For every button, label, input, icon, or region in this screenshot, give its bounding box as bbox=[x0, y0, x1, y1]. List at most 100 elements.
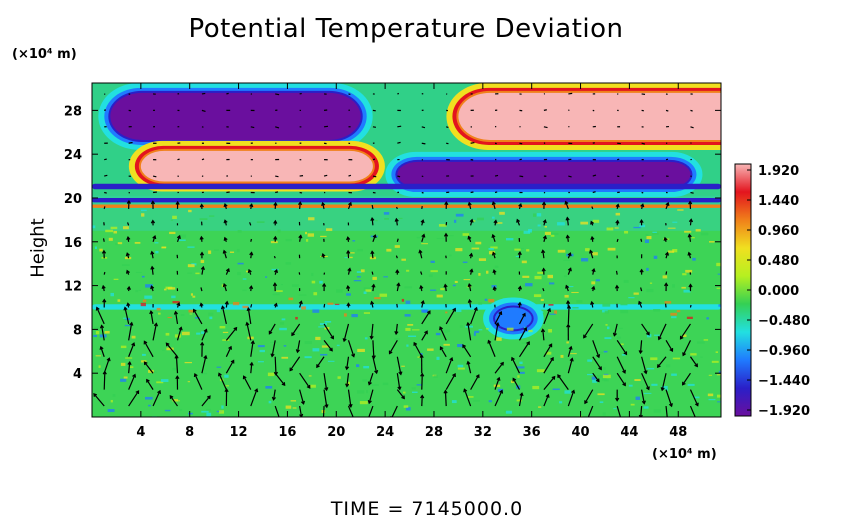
turbulence-speck bbox=[604, 351, 608, 353]
turbulence-speck bbox=[687, 317, 693, 319]
x-tick-label: 4 bbox=[136, 425, 145, 440]
turbulence-speck bbox=[372, 384, 379, 386]
wind-arrow bbox=[373, 127, 376, 128]
turbulence-speck bbox=[455, 281, 458, 283]
turbulence-speck bbox=[507, 328, 514, 331]
turbulence-speck bbox=[346, 293, 351, 295]
turbulence-speck bbox=[118, 242, 122, 244]
turbulence-speck bbox=[374, 297, 381, 299]
turbulence-speck bbox=[313, 292, 317, 295]
turbulence-speck bbox=[537, 272, 543, 274]
turbulence-speck bbox=[600, 401, 604, 403]
colorbar-tick-label: −0.960 bbox=[758, 344, 810, 359]
turbulence-speck bbox=[519, 362, 522, 364]
wind-arrow bbox=[690, 110, 692, 111]
turbulence-speck bbox=[557, 222, 565, 225]
turbulence-speck bbox=[105, 230, 113, 232]
turbulence-speck bbox=[309, 375, 312, 376]
turbulence-speck bbox=[430, 270, 437, 272]
wind-arrow bbox=[544, 110, 547, 111]
heatmap-area bbox=[92, 83, 776, 421]
turbulence-speck bbox=[217, 367, 222, 368]
turbulence-speck bbox=[498, 362, 501, 363]
turbulence-speck bbox=[429, 274, 433, 277]
turbulence-speck bbox=[668, 228, 676, 229]
turbulence-speck bbox=[320, 354, 327, 356]
wind-arrow bbox=[592, 207, 593, 209]
wind-arrow bbox=[642, 176, 644, 177]
wind-arrow bbox=[445, 391, 446, 406]
turbulence-speck bbox=[671, 374, 677, 376]
turbulence-speck bbox=[179, 409, 182, 411]
turbulence-speck bbox=[299, 294, 307, 295]
turbulence-speck bbox=[206, 413, 211, 416]
turbulence-speck bbox=[291, 400, 296, 401]
turbulence-speck bbox=[336, 289, 343, 292]
turbulence-speck bbox=[145, 397, 153, 400]
turbulence-speck bbox=[650, 357, 657, 360]
turbulence-speck bbox=[634, 293, 639, 295]
turbulence-speck bbox=[570, 353, 577, 354]
anomaly-cell bbox=[141, 151, 373, 182]
y-tick-label: 24 bbox=[64, 148, 82, 163]
turbulence-speck bbox=[209, 317, 212, 320]
turbulence-speck bbox=[394, 338, 399, 340]
turbulence-speck bbox=[168, 317, 173, 318]
turbulence-speck bbox=[592, 252, 598, 255]
turbulence-speck bbox=[436, 357, 439, 360]
turbulence-speck bbox=[558, 250, 566, 253]
anomaly-cell bbox=[495, 307, 532, 329]
turbulence-speck bbox=[243, 278, 247, 279]
wind-arrow-head bbox=[619, 419, 622, 422]
turbulence-speck bbox=[187, 273, 192, 274]
x-tick-label: 48 bbox=[669, 425, 687, 440]
turbulence-speck bbox=[522, 342, 526, 343]
turbulence-speck bbox=[356, 364, 359, 367]
turbulence-speck bbox=[652, 232, 656, 233]
turbulence-speck bbox=[445, 312, 447, 314]
turbulence-speck bbox=[362, 379, 367, 381]
turbulence-speck bbox=[206, 409, 211, 411]
turbulence-speck bbox=[301, 306, 306, 309]
turbulence-speck bbox=[217, 309, 220, 312]
turbulence-speck bbox=[603, 375, 611, 378]
turbulence-speck bbox=[312, 309, 319, 312]
turbulence-speck bbox=[522, 261, 527, 264]
turbulence-speck bbox=[93, 243, 95, 246]
turbulence-speck bbox=[238, 263, 244, 265]
turbulence-speck bbox=[433, 375, 437, 378]
turbulence-speck bbox=[548, 329, 552, 332]
turbulence-speck bbox=[242, 306, 248, 308]
turbulence-speck bbox=[270, 342, 278, 343]
y-tick-label: 20 bbox=[64, 192, 82, 207]
wind-arrow bbox=[397, 304, 398, 308]
x-tick-label: 28 bbox=[425, 425, 443, 440]
turbulence-speck bbox=[257, 221, 265, 223]
wind-arrow bbox=[153, 176, 156, 177]
turbulence-speck bbox=[560, 355, 563, 358]
turbulence-speck bbox=[607, 327, 609, 330]
turbulence-speck bbox=[96, 331, 99, 334]
wind-arrow bbox=[324, 126, 328, 127]
wind-arrow bbox=[544, 304, 545, 308]
turbulence-speck bbox=[398, 218, 402, 219]
turbulence-speck bbox=[237, 249, 240, 252]
turbulence-speck bbox=[453, 285, 456, 287]
turbulence-speck bbox=[517, 375, 519, 378]
turbulence-speck bbox=[141, 210, 147, 211]
turbulence-speck bbox=[237, 272, 241, 275]
turbulence-speck bbox=[633, 227, 640, 228]
turbulence-speck bbox=[277, 230, 280, 233]
turbulence-speck bbox=[288, 298, 293, 301]
wind-arrow bbox=[177, 159, 179, 160]
turbulence-speck bbox=[338, 376, 341, 379]
wind-arrow bbox=[422, 374, 423, 390]
turbulence-speck bbox=[403, 392, 405, 394]
turbulence-speck bbox=[514, 249, 520, 251]
turbulence-speck bbox=[308, 217, 314, 220]
x-tick-label: 40 bbox=[571, 425, 589, 440]
y-tick-label: 4 bbox=[73, 367, 82, 382]
turbulence-speck bbox=[326, 228, 332, 231]
wind-arrow bbox=[226, 93, 228, 94]
colorbar-tick-label: −1.920 bbox=[758, 404, 810, 419]
